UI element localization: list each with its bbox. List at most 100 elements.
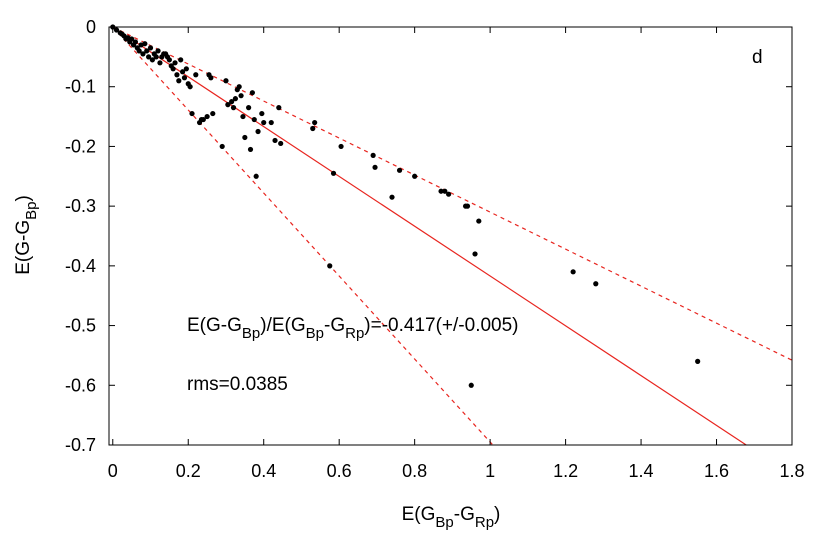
data-point <box>146 54 152 60</box>
data-point <box>223 78 229 84</box>
data-point <box>136 48 142 54</box>
plot-frame <box>108 26 793 446</box>
data-point <box>249 90 255 96</box>
data-point <box>472 251 478 257</box>
data-point <box>446 191 452 197</box>
data-point <box>178 57 184 63</box>
data-point <box>193 72 199 78</box>
data-point <box>261 119 267 126</box>
data-point <box>310 125 316 132</box>
data-point <box>144 48 150 54</box>
data-point <box>200 116 206 123</box>
data-points <box>110 24 701 388</box>
y-tick-label: -0.4 <box>65 256 96 276</box>
data-point <box>278 140 284 147</box>
x-tick-label: 0.8 <box>402 461 427 481</box>
x-tick-label: 1.4 <box>629 461 654 481</box>
x-axis-ticks: 0 0.2 0.4 0.6 0.8 1 1.2 1.4 1.6 1.8 <box>108 27 805 481</box>
data-point <box>247 146 254 153</box>
data-point <box>132 39 139 45</box>
data-point <box>181 75 188 81</box>
data-point <box>113 27 120 33</box>
x-tick-label: 0.6 <box>327 461 352 481</box>
x-tick-label: 0 <box>108 461 118 481</box>
data-point <box>183 66 189 72</box>
data-point <box>464 203 471 209</box>
data-point <box>208 75 214 81</box>
panel-label: d <box>752 47 763 68</box>
data-point <box>230 105 237 111</box>
data-point <box>147 45 154 51</box>
data-point <box>593 281 599 287</box>
data-point <box>268 119 274 126</box>
data-point <box>225 102 231 108</box>
bound-line-1 <box>112 26 793 361</box>
data-point <box>129 36 135 42</box>
y-tick-label: -0.1 <box>65 77 96 97</box>
data-point <box>396 167 403 173</box>
data-point <box>189 110 195 117</box>
data-point <box>142 41 148 47</box>
data-point <box>255 128 261 135</box>
data-point <box>242 134 248 141</box>
data-point <box>442 188 448 194</box>
data-point <box>174 72 180 78</box>
fit-lines <box>112 26 793 446</box>
data-point <box>338 143 344 150</box>
x-tick-label: 1.6 <box>704 461 729 481</box>
data-point <box>259 110 265 117</box>
data-point <box>153 54 159 60</box>
data-point <box>476 218 482 224</box>
data-point <box>468 382 474 388</box>
data-point <box>170 66 176 72</box>
data-point <box>149 57 155 63</box>
fit-annotation: E(G-GBp)/E(GBp-GRp)=-0.417(+/-0.005) <box>187 315 519 342</box>
data-point <box>438 188 444 194</box>
x-tick-label: 1.2 <box>553 461 578 481</box>
y-axis-ticks: 0 -0.1 -0.2 -0.3 -0.4 -0.5 -0.6 -0.7 <box>65 17 792 455</box>
data-point <box>570 269 576 275</box>
bound-line-2 <box>112 26 494 446</box>
x-tick-label: 0.4 <box>251 461 276 481</box>
data-point <box>272 137 278 144</box>
data-point <box>251 116 257 123</box>
data-point <box>327 263 333 269</box>
data-point <box>276 105 282 111</box>
rms-annotation: rms=0.0385 <box>187 374 288 395</box>
data-point <box>210 110 216 117</box>
x-tick-label: 1.8 <box>779 461 804 481</box>
x-tick-label: 0.2 <box>176 461 201 481</box>
y-tick-label: 0 <box>86 17 96 37</box>
data-point <box>176 78 182 84</box>
data-point <box>330 170 337 176</box>
data-point <box>219 143 225 150</box>
data-point <box>155 48 161 54</box>
data-point <box>187 84 193 90</box>
x-axis-title: E(GBp-GRp) <box>402 504 501 531</box>
y-tick-label: -0.5 <box>65 316 96 336</box>
data-point <box>157 60 163 66</box>
y-tick-label: -0.2 <box>65 136 96 156</box>
data-point <box>389 194 395 200</box>
data-point <box>695 358 701 364</box>
data-point <box>312 119 318 126</box>
data-point <box>246 105 252 111</box>
data-point <box>166 57 172 63</box>
data-point <box>232 96 239 102</box>
data-point <box>253 173 259 179</box>
y-tick-label: -0.6 <box>65 375 96 395</box>
data-point <box>238 93 244 99</box>
fit-line <box>112 26 747 446</box>
data-point <box>204 113 210 120</box>
data-point <box>172 60 178 66</box>
y-tick-label: -0.3 <box>65 196 96 216</box>
data-point <box>370 152 376 158</box>
data-point <box>236 84 242 90</box>
data-point <box>240 113 246 120</box>
data-point <box>412 173 418 179</box>
x-tick-label: 1 <box>485 461 495 481</box>
data-point <box>140 51 146 57</box>
y-axis-title: E(G-GBp) <box>13 195 40 275</box>
data-point <box>372 164 378 170</box>
